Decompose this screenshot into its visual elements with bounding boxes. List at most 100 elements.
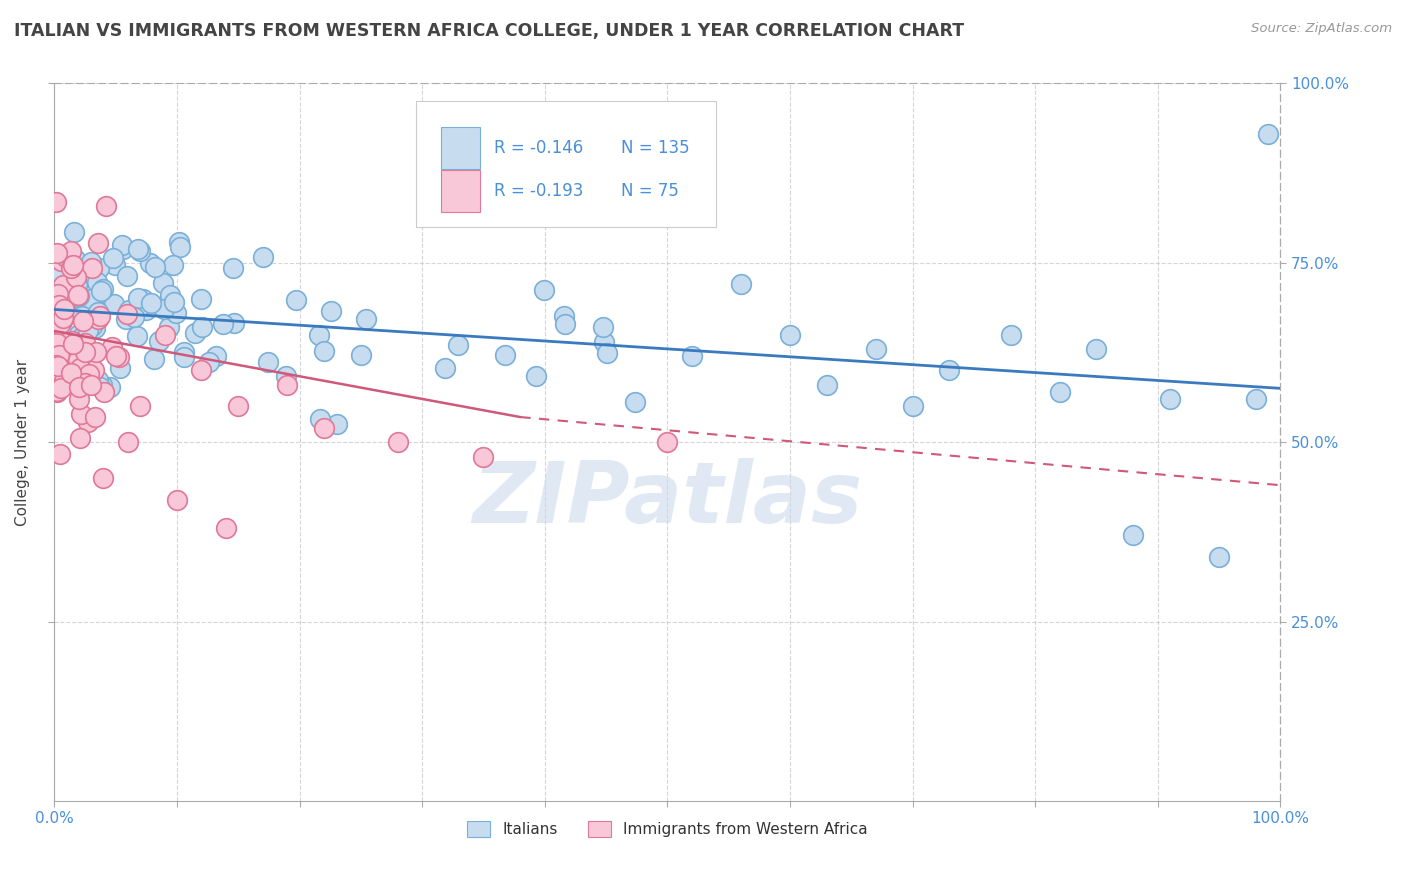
Point	[252, 250, 274, 264]
Point	[55, 294, 77, 309]
Point	[79, 305, 101, 319]
Point	[308, 412, 330, 426]
Point	[387, 435, 409, 450]
Point	[83, 409, 105, 424]
Point	[87, 236, 110, 251]
Point	[165, 306, 187, 320]
Point	[46, 246, 69, 260]
Point	[162, 258, 184, 272]
Point	[45, 263, 67, 277]
Point	[65, 299, 87, 313]
Point	[51, 314, 73, 328]
Legend: Italians, Immigrants from Western Africa: Italians, Immigrants from Western Africa	[461, 815, 875, 844]
Point	[62, 343, 84, 357]
Point	[148, 334, 170, 348]
Point	[67, 380, 90, 394]
Point	[815, 377, 838, 392]
Point	[226, 399, 249, 413]
Point	[53, 374, 76, 388]
Point	[91, 378, 114, 392]
Point	[65, 353, 87, 368]
Point	[129, 399, 152, 413]
Point	[103, 297, 125, 311]
Point	[76, 343, 98, 358]
Point	[308, 328, 330, 343]
Point	[129, 244, 152, 258]
Point	[52, 275, 75, 289]
Point	[222, 261, 245, 276]
Point	[56, 247, 79, 261]
Point	[48, 363, 70, 377]
Point	[75, 343, 97, 358]
Point	[48, 348, 70, 362]
Text: N = 75: N = 75	[621, 182, 679, 200]
Point	[284, 293, 307, 307]
Point	[89, 309, 111, 323]
Point	[215, 521, 238, 535]
Point	[77, 367, 100, 381]
Point	[138, 297, 160, 311]
Point	[84, 344, 107, 359]
Point	[1049, 384, 1071, 399]
Point	[45, 358, 67, 372]
Point	[62, 337, 84, 351]
Point	[657, 435, 679, 450]
Point	[274, 368, 297, 383]
Point	[159, 287, 181, 301]
Point	[67, 287, 90, 301]
Point	[80, 292, 103, 306]
Point	[69, 431, 91, 445]
Point	[276, 377, 298, 392]
Point	[60, 366, 83, 380]
Point	[65, 269, 87, 284]
Point	[48, 359, 70, 373]
Point	[84, 345, 107, 359]
Point	[190, 363, 212, 377]
Point	[128, 299, 150, 313]
Point	[145, 260, 167, 274]
Point	[60, 297, 83, 311]
Point	[104, 349, 127, 363]
Point	[58, 250, 80, 264]
Point	[730, 277, 752, 292]
Point	[127, 242, 149, 256]
Point	[94, 199, 117, 213]
Point	[55, 352, 77, 367]
Point	[63, 225, 86, 239]
Point	[60, 360, 83, 375]
Point	[1244, 392, 1267, 406]
Point	[901, 399, 924, 413]
Point	[56, 307, 79, 321]
Point	[472, 450, 495, 464]
Point	[87, 373, 110, 387]
Point	[89, 380, 111, 394]
Point	[93, 384, 115, 399]
Point	[89, 260, 111, 275]
Point	[56, 246, 79, 260]
Point	[52, 277, 75, 292]
Point	[73, 301, 96, 316]
Point	[70, 330, 93, 344]
Point	[52, 311, 75, 326]
Point	[191, 320, 214, 334]
Point	[60, 363, 83, 377]
Point	[124, 310, 146, 325]
Point	[63, 268, 86, 283]
Point	[111, 238, 134, 252]
Point	[139, 256, 162, 270]
Point	[98, 380, 121, 394]
Y-axis label: College, Under 1 year: College, Under 1 year	[15, 359, 30, 525]
Point	[125, 328, 148, 343]
Point	[127, 291, 149, 305]
FancyBboxPatch shape	[440, 128, 479, 169]
Point	[553, 309, 575, 323]
Point	[1257, 127, 1279, 141]
Point	[117, 435, 139, 450]
Point	[82, 295, 104, 310]
Point	[938, 363, 960, 377]
Point	[162, 295, 184, 310]
Text: R = -0.146: R = -0.146	[495, 139, 583, 157]
Point	[350, 348, 373, 362]
Point	[62, 258, 84, 272]
Point	[55, 251, 77, 265]
